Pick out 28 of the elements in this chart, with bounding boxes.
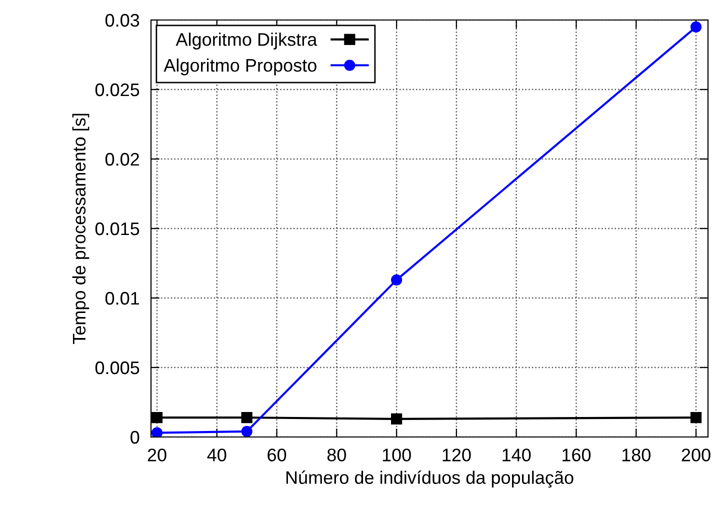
x-tick-label: 180	[622, 448, 650, 462]
legend-label: Algoritmo Dijkstra	[176, 32, 318, 50]
x-tick-label: 80	[327, 448, 346, 462]
x-tick-label: 140	[502, 448, 531, 462]
point	[241, 412, 252, 424]
point	[151, 412, 163, 424]
x-tick-label: 200	[682, 448, 710, 462]
x-tick-label: 20	[148, 448, 166, 462]
x-tick-label: 160	[562, 448, 591, 462]
point	[391, 274, 402, 286]
x-tick-label: 100	[382, 448, 411, 462]
y-tick-label: 0.005	[95, 361, 140, 374]
x-tick-label: 120	[442, 448, 471, 462]
point	[690, 412, 702, 424]
x-tick-label: 60	[268, 448, 286, 462]
y-tick-label: 0.03	[105, 14, 140, 27]
x-tick-label: 40	[207, 448, 226, 462]
point	[391, 413, 402, 424]
y-tick-label: 0	[130, 430, 140, 444]
y-tick-label: 0.01	[105, 292, 140, 305]
y-axis-title: Tempo de processamento [s]	[72, 114, 90, 344]
y-tick-label: 0.015	[95, 222, 140, 236]
point	[241, 426, 252, 437]
y-tick-label: 0.02	[105, 152, 139, 166]
y-tick-label: 0.025	[95, 83, 140, 96]
legend-label: Algoritmo Proposto	[164, 58, 316, 76]
point	[690, 21, 702, 33]
x-axis-title: Número de indivíduos da população	[286, 470, 574, 488]
